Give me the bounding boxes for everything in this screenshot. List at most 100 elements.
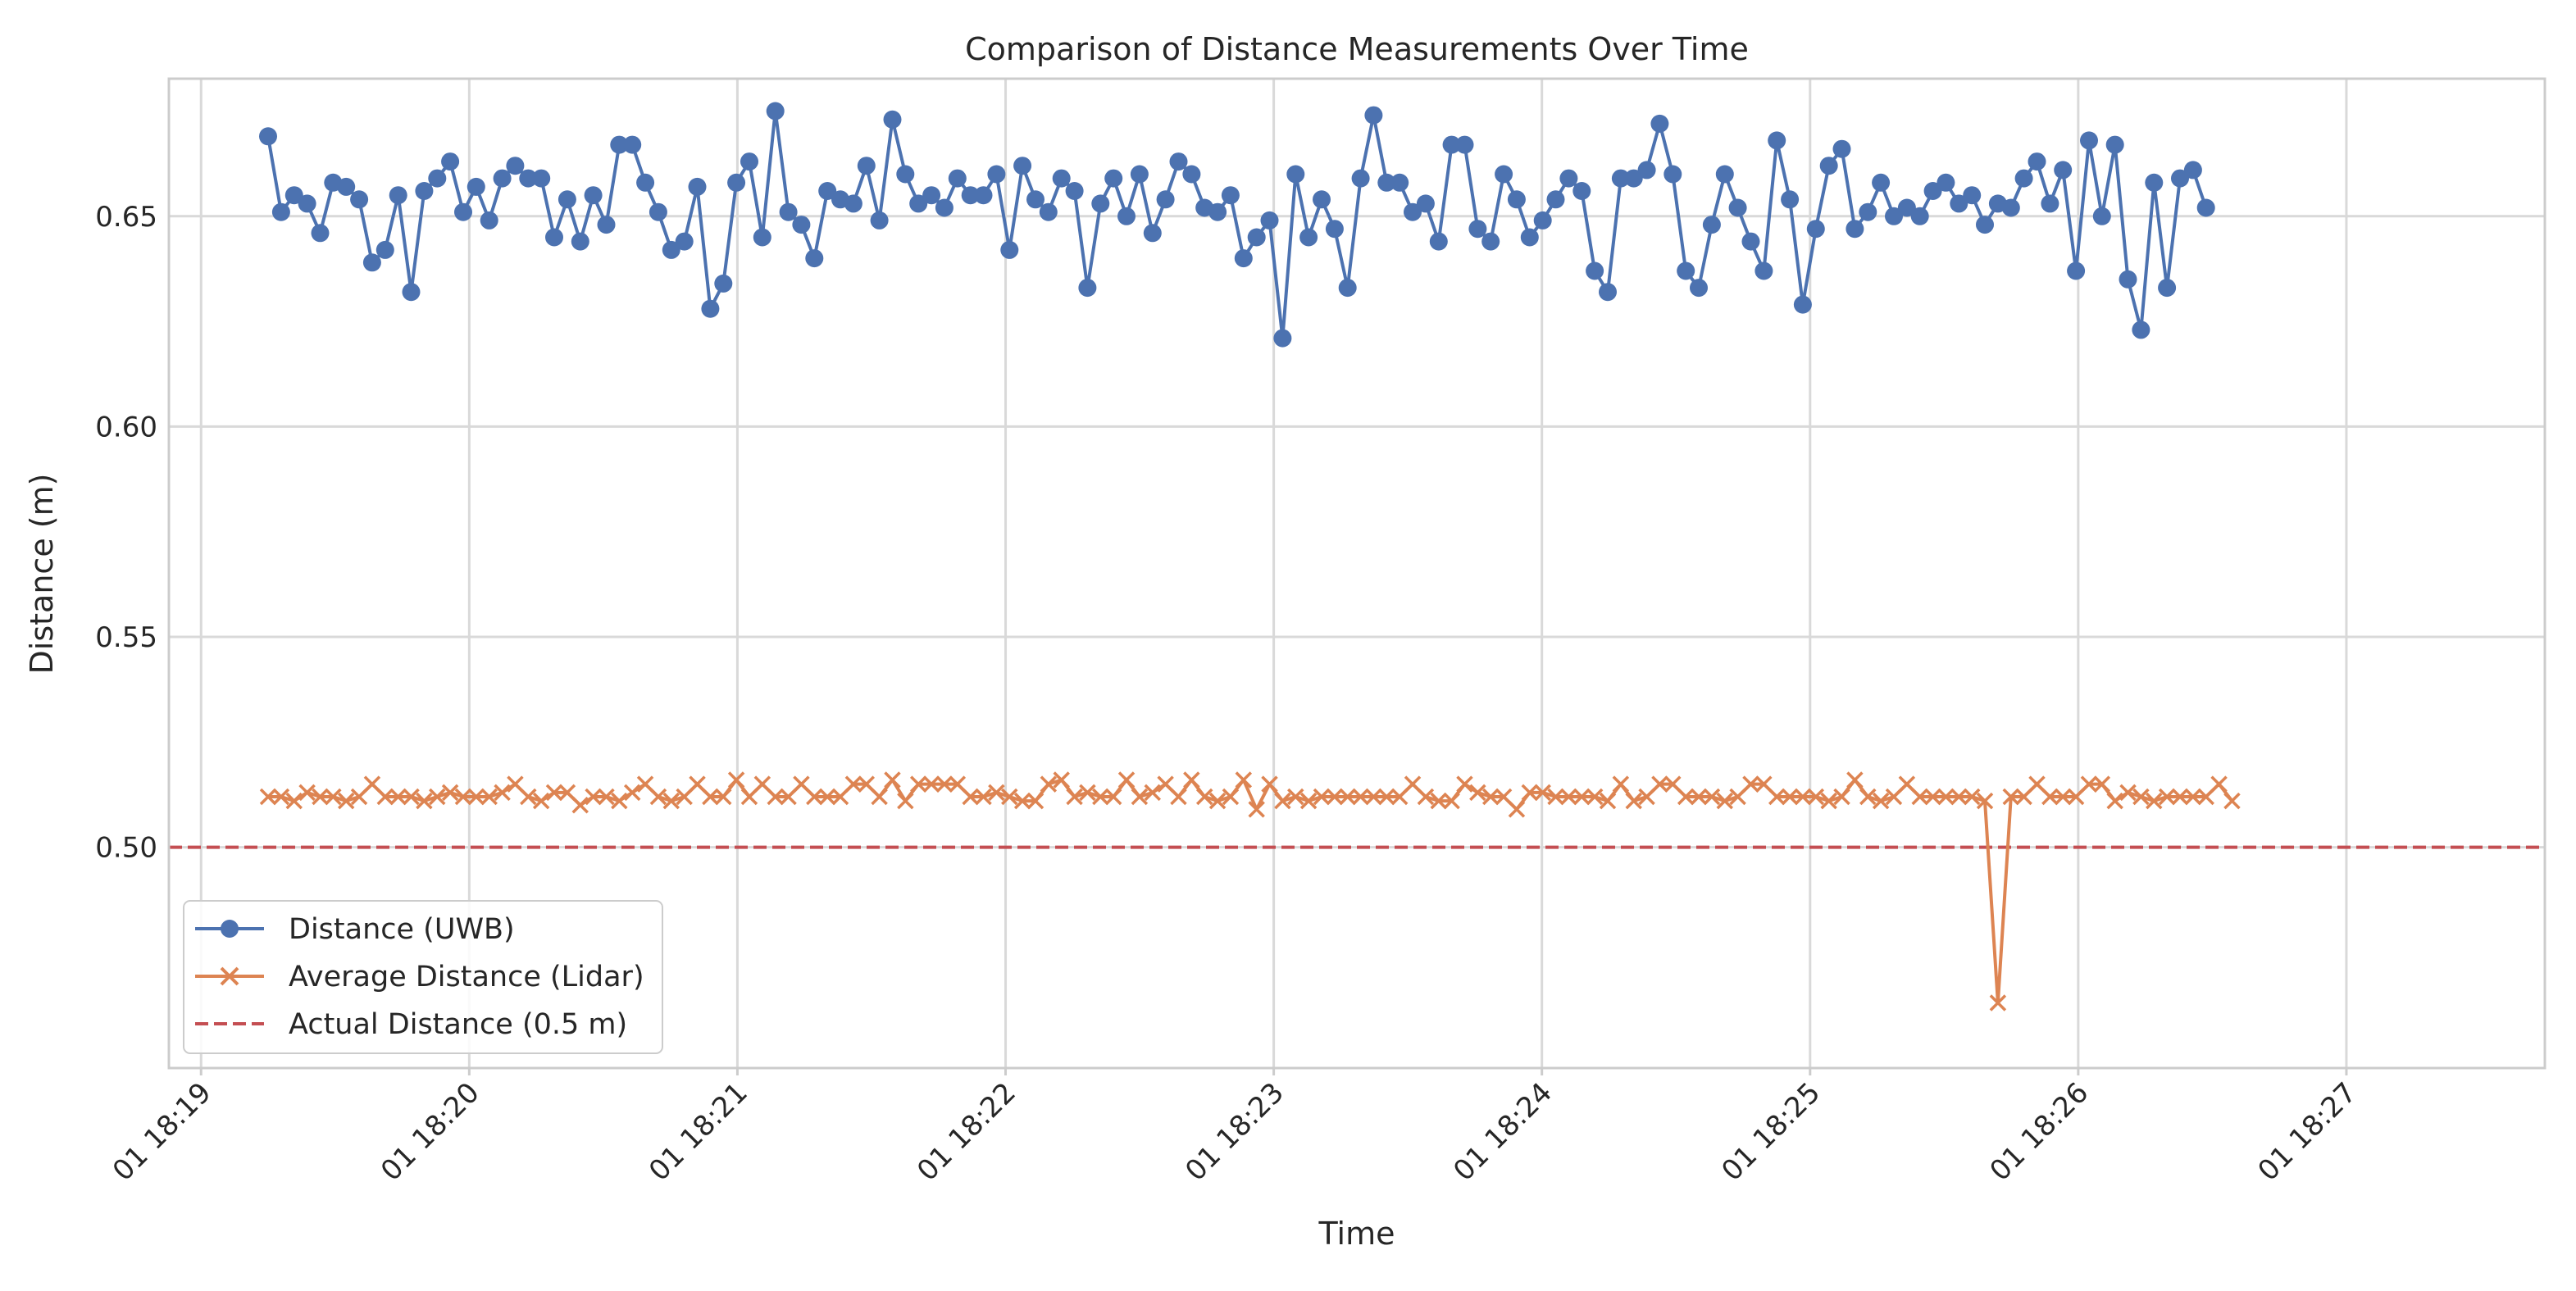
uwb-point bbox=[1755, 261, 1773, 280]
uwb-point bbox=[441, 152, 460, 171]
lidar-point bbox=[1937, 788, 1955, 806]
lidar-point bbox=[598, 788, 615, 806]
uwb-point bbox=[961, 186, 980, 205]
lidar-point bbox=[1261, 775, 1278, 793]
uwb-point bbox=[350, 190, 369, 209]
lidar-point bbox=[1183, 771, 1200, 789]
lidar-point bbox=[1481, 788, 1500, 806]
uwb-point bbox=[1325, 220, 1344, 239]
y-axis-label: Distance (m) bbox=[24, 474, 60, 675]
y-axis-ticks: 0.50 0.55 0.60 0.65 bbox=[95, 201, 157, 865]
uwb-point bbox=[805, 249, 824, 268]
uwb-point bbox=[675, 232, 694, 251]
lidar-point bbox=[1729, 788, 1746, 806]
lidar-point bbox=[2146, 792, 2163, 810]
lidar-point bbox=[1924, 788, 1941, 806]
lidar-point bbox=[1807, 788, 1825, 806]
y-tick-label: 0.50 bbox=[95, 832, 157, 865]
uwb-point bbox=[402, 283, 421, 302]
uwb-point bbox=[1052, 169, 1071, 188]
lidar-point bbox=[1690, 788, 1708, 806]
lidar-point bbox=[1859, 788, 1877, 806]
uwb-point bbox=[870, 211, 889, 230]
uwb-point bbox=[1768, 131, 1786, 150]
uwb-point bbox=[2132, 320, 2150, 339]
uwb-point bbox=[271, 202, 290, 221]
lidar-point bbox=[350, 788, 368, 806]
uwb-point bbox=[1859, 202, 1877, 221]
lidar-point bbox=[767, 788, 784, 806]
lidar-point bbox=[2054, 788, 2072, 806]
lidar-point bbox=[1170, 788, 1187, 806]
uwb-point bbox=[284, 186, 303, 205]
lidar-point bbox=[2067, 788, 2085, 806]
uwb-point bbox=[2145, 173, 2164, 192]
uwb-point bbox=[636, 173, 655, 192]
uwb-point bbox=[987, 165, 1006, 184]
uwb-point bbox=[1143, 224, 1162, 243]
lidar-point bbox=[1573, 788, 1591, 806]
uwb-point bbox=[2105, 135, 2124, 154]
lidar-point bbox=[1274, 792, 1291, 810]
lidar-point bbox=[1742, 775, 1759, 793]
lidar-point bbox=[1898, 775, 1916, 793]
uwb-point bbox=[1390, 173, 1409, 192]
uwb-point bbox=[1442, 135, 1461, 154]
lidar-point bbox=[831, 788, 849, 806]
lidar-point bbox=[337, 792, 355, 810]
lidar-point bbox=[1208, 792, 1227, 810]
legend-lidar-label: Average Distance (Lidar) bbox=[289, 961, 644, 993]
lidar-point bbox=[2132, 788, 2150, 806]
lidar-point bbox=[935, 775, 953, 793]
uwb-point bbox=[2054, 161, 2073, 180]
lidar-point bbox=[285, 792, 303, 810]
uwb-point bbox=[948, 169, 967, 188]
lidar-point bbox=[1885, 788, 1903, 806]
uwb-point bbox=[844, 194, 862, 213]
lidar-point bbox=[1092, 788, 1109, 806]
lidar-point bbox=[403, 788, 420, 806]
lidar-point bbox=[1989, 994, 2007, 1011]
uwb-point bbox=[1313, 190, 1331, 209]
lidar-point bbox=[2184, 788, 2202, 806]
lidar-point bbox=[753, 775, 771, 793]
legend: Distance (UWB) Average Distance (Lidar) … bbox=[183, 900, 663, 1054]
lidar-point bbox=[662, 792, 680, 810]
lidar-point bbox=[312, 788, 329, 806]
lidar-point bbox=[1013, 792, 1031, 810]
lidar-point bbox=[871, 788, 888, 806]
lidar-point bbox=[2041, 788, 2059, 806]
uwb-point bbox=[1872, 173, 1891, 192]
uwb-point bbox=[1533, 211, 1552, 230]
uwb-point bbox=[1364, 106, 1383, 125]
uwb-point bbox=[1338, 279, 1357, 298]
uwb-point bbox=[1039, 202, 1058, 221]
lidar-point bbox=[1313, 788, 1331, 806]
uwb-point bbox=[727, 173, 746, 192]
lidar-point bbox=[325, 788, 342, 806]
lidar-point bbox=[844, 775, 862, 793]
lidar-point bbox=[1612, 775, 1630, 793]
uwb-point bbox=[259, 127, 277, 146]
lidar-point bbox=[1001, 788, 1018, 806]
uwb-point bbox=[909, 194, 928, 213]
uwb-point bbox=[1715, 165, 1734, 184]
uwb-point bbox=[935, 198, 953, 217]
lidar-point bbox=[793, 775, 810, 793]
uwb-point bbox=[1013, 157, 1032, 175]
lidar-point bbox=[1352, 788, 1369, 806]
lidar-point bbox=[1768, 788, 1786, 806]
lidar-point bbox=[1390, 788, 1409, 806]
lidar-point bbox=[1911, 788, 1928, 806]
uwb-point bbox=[545, 228, 563, 247]
lidar-point bbox=[611, 792, 628, 810]
lidar-point bbox=[689, 775, 706, 793]
lidar-point bbox=[676, 788, 693, 806]
uwb-point bbox=[362, 253, 381, 272]
uwb-point bbox=[610, 135, 629, 154]
lidar-point bbox=[909, 775, 927, 793]
lidar-point bbox=[1378, 788, 1395, 806]
y-tick-label: 0.60 bbox=[95, 411, 157, 443]
uwb-point bbox=[1663, 165, 1682, 184]
lidar-point bbox=[1104, 788, 1122, 806]
